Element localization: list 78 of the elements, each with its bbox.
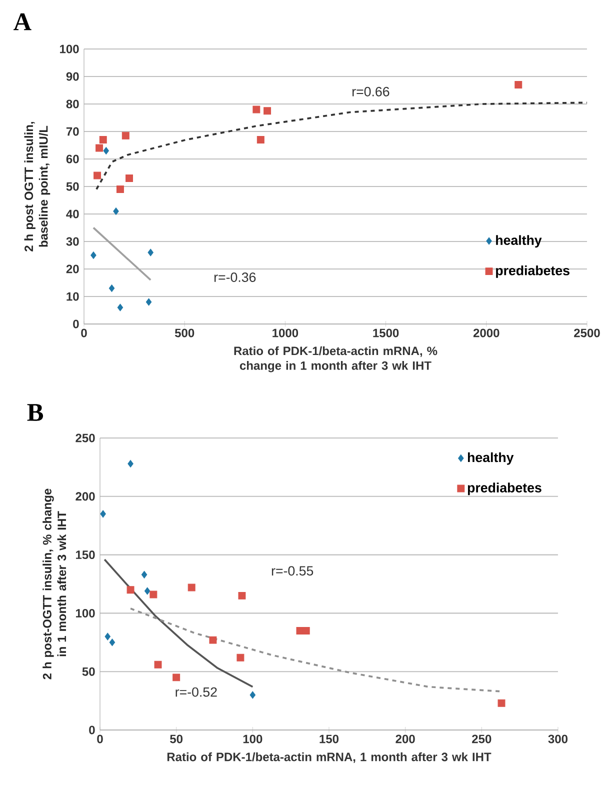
point — [100, 510, 106, 518]
y-tick-label: 100 — [76, 608, 95, 618]
point — [144, 587, 150, 595]
point — [141, 570, 148, 578]
y-tick-label: 30 — [66, 237, 79, 246]
y-tick-label: 20 — [66, 264, 79, 274]
point — [209, 636, 217, 644]
y-tick-label: 80 — [66, 100, 79, 108]
annotation: r=0.66 — [352, 86, 390, 96]
point — [99, 136, 107, 144]
point — [126, 586, 134, 594]
point — [109, 638, 116, 646]
annotation: r=-0.52 — [176, 687, 217, 697]
x-tick-label: 100 — [243, 734, 262, 744]
point — [122, 132, 130, 140]
point — [256, 136, 264, 144]
chart-title: A — [14, 13, 32, 30]
y-tick-label: 150 — [76, 550, 95, 560]
y-tick-label: 200 — [76, 492, 95, 501]
point — [146, 298, 152, 306]
x-tick-label: 0 — [97, 734, 103, 744]
x-tick-label: 200 — [396, 734, 415, 744]
point — [104, 632, 110, 640]
point — [103, 147, 109, 154]
y-tick-label: 70 — [66, 127, 79, 136]
chart-title: B — [27, 404, 44, 421]
point — [498, 699, 506, 707]
x-tick-label: 300 — [548, 734, 568, 744]
y-tick-label: 40 — [66, 210, 79, 218]
point — [302, 626, 310, 634]
y-tick-label: 60 — [66, 154, 79, 164]
x-tick-label: 500 — [174, 328, 194, 338]
x-tick-label: 2000 — [473, 328, 500, 338]
x-tick-label: 1500 — [373, 328, 399, 338]
legend-label: healthy — [496, 235, 542, 248]
point — [128, 460, 134, 468]
y-axis-title: 2 h post-OGTT insulin, % change in 1 month after 3 wk IHT — [42, 488, 66, 680]
point — [108, 284, 115, 292]
point — [126, 174, 133, 182]
point — [150, 590, 158, 598]
x-tick-label: 250 — [472, 734, 492, 744]
point — [514, 81, 522, 88]
point — [250, 691, 256, 699]
y-tick-label: 250 — [76, 434, 95, 442]
point — [154, 660, 162, 668]
y-tick-label: 90 — [66, 72, 79, 81]
point — [172, 674, 180, 682]
x-axis-title: Ratio of PDK-1/beta-actin mRNA, % change in 1 month after 3 wk IHT — [234, 346, 438, 372]
x-tick-label: 1000 — [272, 328, 298, 338]
y-tick-label: 50 — [66, 182, 79, 191]
point — [264, 107, 272, 115]
legend-label: prediabetes — [468, 482, 542, 496]
x-tick-label: 2500 — [574, 328, 600, 338]
point — [188, 584, 196, 592]
point — [238, 592, 246, 600]
y-tick-label: 10 — [66, 292, 79, 301]
x-tick-label: 50 — [170, 734, 183, 744]
legend-label: prediabetes — [496, 265, 570, 278]
point — [90, 252, 96, 259]
x-tick-label: 150 — [320, 734, 339, 744]
point — [148, 248, 154, 256]
x-axis-title: Ratio of PDK-1/beta-actin mRNA, 1 month after 3 wk IHT — [167, 752, 492, 763]
y-tick-label: 50 — [82, 667, 95, 676]
point — [116, 186, 124, 193]
point — [117, 304, 124, 312]
annotation: r=-0.36 — [214, 272, 256, 282]
line-series — [104, 558, 254, 688]
y-tick-label: 0 — [89, 726, 95, 734]
y-axis-title: 2 h post OGTT insulin, baseline point, mIU/L — [24, 122, 50, 252]
y-tick-label: 100 — [60, 44, 79, 54]
point — [236, 654, 244, 662]
point — [96, 144, 104, 152]
point — [113, 208, 119, 215]
point — [252, 106, 260, 114]
legend-label: healthy — [468, 452, 514, 465]
point — [94, 172, 102, 180]
annotation: r=-0.55 — [272, 566, 314, 576]
y-tick-label: 0 — [73, 320, 79, 328]
